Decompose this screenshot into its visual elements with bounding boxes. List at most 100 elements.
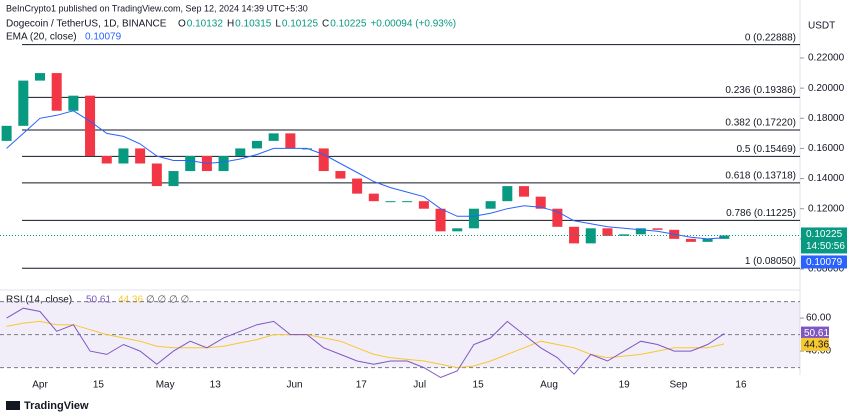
candle	[702, 238, 713, 242]
fib-label: 0.236 (0.19386)	[725, 85, 796, 96]
fib-label: 0.382 (0.17220)	[725, 118, 796, 129]
candle	[168, 171, 179, 187]
ohlc-key: H	[227, 19, 234, 30]
date-label: Sep	[669, 380, 687, 391]
candle	[85, 95, 96, 156]
rsi-tick-label: 40.00	[806, 346, 831, 357]
candle	[251, 140, 262, 149]
brand: TradingView	[24, 400, 89, 412]
candle	[652, 228, 663, 230]
candle	[635, 228, 646, 235]
price-tick-label: 0.12000	[808, 203, 845, 214]
ohlc-key: L	[275, 19, 281, 30]
date-label: Apr	[32, 380, 48, 391]
ohlc-value: 0.10132	[187, 19, 224, 30]
candle	[502, 186, 513, 202]
ohlc-key: C	[322, 19, 329, 30]
candle	[468, 208, 479, 229]
date-label: Aug	[540, 380, 558, 391]
ohlc-key: O	[178, 19, 186, 30]
price-box	[801, 227, 847, 254]
candle	[68, 95, 79, 111]
last-price: 0.10225	[806, 229, 843, 240]
ohlc-value: 0.10225	[330, 19, 367, 30]
candle	[402, 201, 413, 203]
publisher: BeInCrypto1 published on TradingView.com…	[6, 3, 308, 13]
candle	[285, 133, 296, 149]
rsi-label: RSI (14, close)	[6, 295, 72, 306]
date-label: Jun	[286, 380, 302, 391]
date-label: May	[156, 380, 175, 391]
candle	[485, 201, 496, 209]
date-label: Jul	[413, 380, 426, 391]
candle	[602, 228, 613, 236]
candle	[519, 186, 530, 197]
candle	[34, 73, 46, 81]
candle	[535, 196, 546, 209]
ema-box-value: 0.10079	[806, 257, 843, 268]
fib-label: 0 (0.22888)	[745, 32, 796, 43]
candle	[552, 208, 563, 227]
fib-label: 0.618 (0.13718)	[725, 170, 796, 181]
date-label: 16	[735, 380, 747, 391]
logo	[6, 401, 20, 410]
candle	[435, 208, 446, 232]
rsi-box-value: 50.61	[804, 328, 829, 339]
candle	[101, 155, 112, 164]
rsi-ma-box-value: 44.36	[804, 340, 829, 351]
rsi-ma-value-header: 44.36	[118, 295, 143, 306]
price-tick-label: 0.18000	[808, 113, 845, 124]
price-tick-label: 0.20000	[808, 83, 845, 94]
candle	[1, 125, 12, 141]
candle	[418, 201, 429, 209]
line-rsi-ma	[6, 320, 725, 369]
candle	[452, 228, 463, 232]
rsi-extra: ∅ ∅ ∅ ∅	[146, 295, 189, 306]
candle	[685, 238, 696, 242]
ema-value: 0.10079	[85, 32, 122, 43]
fib-label: 0.786 (0.11225)	[726, 208, 796, 219]
candle	[235, 148, 246, 156]
candle	[569, 226, 580, 244]
candle	[352, 178, 363, 194]
rsi-box	[801, 326, 829, 340]
price-tick-label: 0.16000	[808, 143, 845, 154]
candle	[385, 201, 396, 203]
candle	[135, 148, 146, 164]
candle	[368, 193, 379, 202]
rsi-tick-label: 60.00	[806, 313, 831, 324]
price-tick-label: 0.14000	[808, 173, 845, 184]
date-label: 13	[210, 380, 222, 391]
candle	[335, 171, 346, 179]
candle	[218, 155, 229, 172]
candle	[318, 148, 329, 172]
currency: USDT	[808, 21, 835, 32]
candle	[585, 228, 596, 244]
rsi-value: 50.61	[86, 295, 111, 306]
ohlc-value: 0.10315	[235, 19, 272, 30]
candle	[18, 80, 29, 126]
ema-label: EMA (20, close)	[6, 32, 77, 43]
ema-box	[801, 255, 847, 269]
symbol: Dogecoin / TetherUS, 1D, BINANCE	[6, 19, 167, 30]
line-ema	[6, 110, 725, 240]
rsi-ma-box	[801, 337, 829, 351]
date-label: 15	[473, 380, 485, 391]
change: +0.00094 (+0.93%)	[370, 19, 456, 30]
countdown: 14:50:56	[806, 241, 845, 252]
candle	[719, 235, 730, 239]
price-tick-label: 0.08000	[808, 264, 845, 275]
candle	[118, 148, 129, 164]
date-label: 17	[356, 380, 368, 391]
price-tick-label: 0.22000	[808, 53, 845, 64]
fib-label: 0.5 (0.15469)	[737, 144, 797, 155]
candle	[151, 163, 162, 187]
ohlc-value: 0.10125	[282, 19, 319, 30]
date-label: 19	[619, 380, 631, 391]
candle	[51, 73, 62, 111]
candle	[185, 155, 196, 172]
line-rsi	[6, 307, 725, 379]
candle	[268, 133, 279, 141]
date-label: 15	[93, 380, 105, 391]
